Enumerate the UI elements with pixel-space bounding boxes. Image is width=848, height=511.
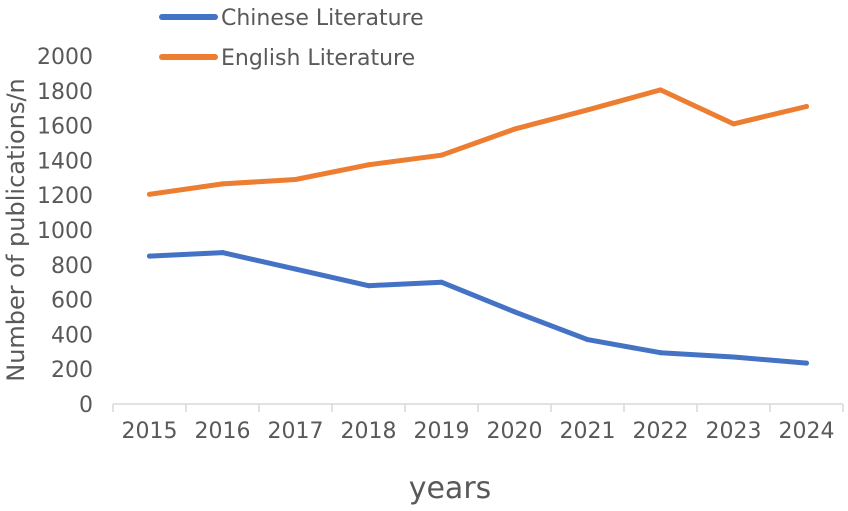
data-point-chinese-literature <box>585 337 590 343</box>
x-tick-label: 2018 <box>341 419 397 444</box>
x-tick-label: 2021 <box>560 419 616 444</box>
data-point-english-literature <box>585 107 590 113</box>
data-point-chinese-literature <box>512 309 517 315</box>
x-tick-label: 2024 <box>779 419 835 444</box>
x-axis-title: years <box>409 471 492 506</box>
y-tick-label: 1200 <box>37 184 93 209</box>
series-line-english-literature <box>147 87 809 197</box>
data-point-english-literature <box>366 162 371 168</box>
x-tick-label: 2016 <box>195 419 251 444</box>
data-point-chinese-literature <box>439 279 444 285</box>
y-tick-label: 1400 <box>37 149 93 174</box>
y-tick-label: 1800 <box>37 80 93 105</box>
x-tick-label: 2019 <box>414 419 470 444</box>
y-tick-label: 2000 <box>37 45 93 70</box>
legend: Chinese Literature English Literature <box>159 6 424 71</box>
data-point-chinese-literature <box>658 350 663 356</box>
legend-label-english-literature: English Literature <box>221 46 415 71</box>
y-axis-title: Number of publications/n <box>2 78 30 382</box>
x-tick-label: 2015 <box>122 419 178 444</box>
data-point-english-literature <box>512 126 517 132</box>
legend-label-chinese-literature: Chinese Literature <box>221 6 424 31</box>
plot-area <box>147 87 809 366</box>
data-point-english-literature <box>658 87 663 93</box>
y-tick-label: 200 <box>51 358 93 383</box>
data-point-chinese-literature <box>366 283 371 289</box>
y-tick-label: 400 <box>51 323 93 348</box>
x-tick-label: 2023 <box>706 419 762 444</box>
data-point-chinese-literature <box>220 250 225 256</box>
x-tick-label: 2022 <box>633 419 689 444</box>
series-line-chinese-literature <box>147 250 809 366</box>
data-point-english-literature <box>731 121 736 127</box>
data-point-chinese-literature <box>731 354 736 360</box>
data-point-english-literature <box>439 152 444 158</box>
y-tick-label: 600 <box>51 289 93 314</box>
y-axis: 0 200 400 600 800 1000 1200 1400 1600 1800 2000 <box>37 45 93 418</box>
data-point-chinese-literature <box>293 266 298 272</box>
y-tick-label: 1600 <box>37 115 93 140</box>
data-point-english-literature <box>293 177 298 183</box>
y-tick-label: 0 <box>79 393 93 418</box>
data-point-english-literature <box>804 103 809 109</box>
y-tick-label: 1000 <box>37 219 93 244</box>
x-tick-label: 2017 <box>268 419 324 444</box>
data-point-chinese-literature <box>804 360 809 366</box>
data-point-english-literature <box>147 191 152 197</box>
y-tick-label: 800 <box>51 254 93 279</box>
data-point-chinese-literature <box>147 253 152 259</box>
x-axis: 2015 2016 2017 2018 2019 2020 2021 2022 2023 2024 <box>112 403 844 444</box>
data-point-english-literature <box>220 181 225 187</box>
x-tick-label: 2020 <box>487 419 543 444</box>
